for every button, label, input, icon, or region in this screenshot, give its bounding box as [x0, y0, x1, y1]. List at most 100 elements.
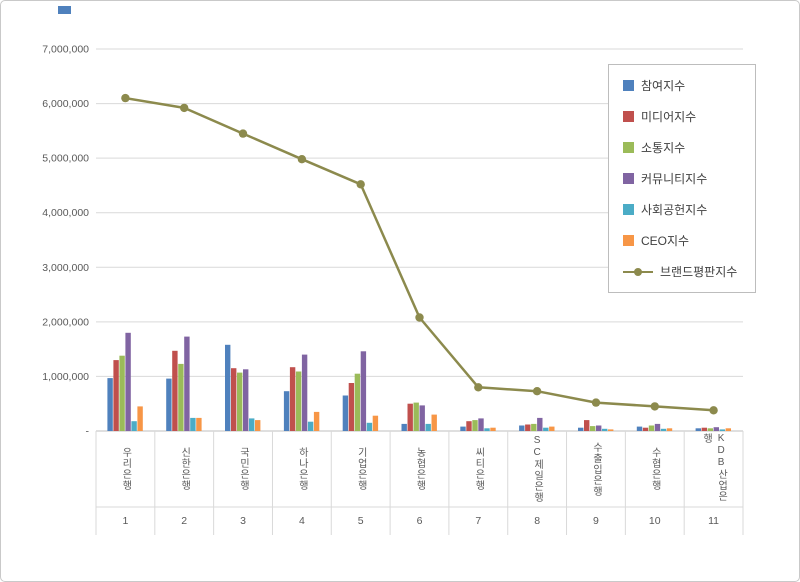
bar-참여지수-7: [460, 426, 466, 431]
bar-CEO지수-7: [490, 427, 496, 431]
y-axis-label: 1,000,000: [42, 371, 89, 383]
legend-label: CEO지수: [641, 234, 690, 248]
bar-사회공헌지수-3: [249, 418, 255, 431]
bar-사회공헌지수-1: [131, 421, 137, 431]
x-axis-label: 하나은행: [296, 447, 308, 491]
bar-CEO지수-11: [725, 428, 731, 431]
bar-소통지수-2: [178, 363, 184, 431]
legend-line-marker-icon: [623, 266, 653, 277]
bar-커뮤니티지수-5: [360, 351, 367, 431]
bar-사회공헌지수-2: [190, 417, 196, 431]
bar-미디어지수-7: [466, 421, 472, 431]
x-axis-number: 4: [298, 515, 305, 527]
bar-소통지수-3: [237, 372, 243, 431]
bar-CEO지수-4: [313, 411, 320, 431]
legend-label: 브랜드평판지수: [660, 265, 738, 279]
legend-swatch-icon: [623, 111, 634, 122]
y-axis-label: 3,000,000: [42, 262, 89, 274]
bar-미디어지수-8: [525, 424, 531, 431]
x-axis-label: 기업은행: [355, 447, 367, 491]
bar-미디어지수-11: [701, 427, 707, 431]
x-axis-number: 5: [357, 515, 364, 527]
x-axis-number: 2: [181, 515, 188, 527]
x-axis-label: 수출입은행: [590, 441, 602, 497]
bar-사회공헌지수-7: [484, 428, 490, 431]
bar-참여지수-11: [695, 428, 701, 431]
line-marker-5: [356, 180, 365, 189]
bar-소통지수-7: [472, 420, 478, 431]
bar-참여지수-2: [166, 378, 172, 431]
bar-사회공헌지수-6: [425, 423, 431, 431]
legend-swatch-icon: [623, 173, 634, 184]
bar-CEO지수-5: [372, 415, 379, 431]
bar-CEO지수-9: [608, 429, 614, 431]
bar-소통지수-9: [590, 426, 596, 431]
bar-커뮤니티지수-7: [478, 418, 484, 431]
bar-CEO지수-6: [431, 414, 437, 431]
bar-커뮤니티지수-2: [184, 336, 190, 431]
line-marker-8: [532, 387, 542, 396]
x-axis-label: 농협은행: [414, 447, 425, 491]
bar-사회공헌지수-5: [366, 422, 373, 431]
line-marker-3: [238, 129, 248, 138]
bar-참여지수-1: [107, 378, 113, 431]
bar-커뮤니티지수-6: [419, 405, 425, 431]
bar-참여지수-6: [401, 423, 407, 431]
legend-label: 소통지수: [641, 141, 686, 155]
x-axis-number: 8: [534, 515, 541, 527]
y-axis-label: 7,000,000: [42, 44, 89, 56]
legend-item: 미디어지수: [623, 101, 755, 132]
bar-CEO지수-10: [666, 428, 673, 431]
legend-label: 사회공헌지수: [641, 203, 708, 217]
x-axis-number: 9: [593, 515, 599, 527]
bar-CEO지수-3: [255, 420, 261, 431]
legend-item-line: 브랜드평판지수: [623, 256, 755, 287]
bar-소통지수-10: [648, 425, 655, 431]
x-axis-label: 국민은행: [237, 447, 249, 491]
y-axis-label: 2,000,000: [42, 316, 89, 328]
bar-사회공헌지수-9: [602, 428, 608, 431]
bar-미디어지수-1: [113, 360, 119, 431]
bar-소통지수-11: [707, 428, 713, 431]
x-axis-label: 수협은행: [649, 447, 661, 491]
x-axis-number: 6: [416, 515, 423, 527]
bar-커뮤니티지수-8: [537, 417, 543, 431]
y-axis-label: 6,000,000: [42, 98, 89, 110]
bar-소통지수-8: [531, 423, 537, 431]
legend-label: 참여지수: [641, 79, 686, 93]
bar-사회공헌지수-11: [719, 429, 725, 431]
y-axis-label: 4,000,000: [42, 207, 89, 219]
bar-미디어지수-9: [584, 420, 590, 431]
y-axis-label: -: [86, 426, 90, 438]
x-axis-number: 11: [708, 515, 720, 527]
x-axis-label: SC제일은행: [531, 435, 543, 503]
bar-참여지수-8: [519, 425, 525, 431]
x-axis-label: KDB산업은행: [700, 433, 727, 502]
bar-미디어지수-10: [642, 427, 649, 431]
bar-미디어지수-3: [231, 368, 237, 431]
legend-swatch-icon: [623, 204, 634, 215]
bar-참여지수-10: [636, 426, 643, 431]
legend-item: CEO지수: [623, 225, 755, 256]
x-axis-number: 7: [475, 515, 482, 527]
x-axis-number: 1: [122, 515, 129, 527]
legend-item: 사회공헌지수: [623, 194, 755, 225]
bar-커뮤니티지수-3: [243, 369, 249, 431]
bar-커뮤니티지수-11: [713, 427, 719, 431]
legend-swatch-icon: [623, 235, 634, 246]
legend-label: 커뮤니티지수: [641, 172, 708, 186]
bar-CEO지수-2: [196, 417, 202, 431]
legend-swatch-icon: [623, 80, 634, 91]
bar-사회공헌지수-8: [543, 427, 549, 431]
bar-사회공헌지수-10: [660, 428, 667, 431]
bar-참여지수-5: [342, 395, 349, 431]
line-marker-9: [591, 398, 601, 407]
bar-소통지수-5: [354, 373, 361, 431]
bar-커뮤니티지수-10: [654, 423, 661, 431]
line-marker-6: [415, 313, 424, 322]
bar-소통지수-1: [119, 355, 125, 431]
bar-소통지수-4: [295, 371, 302, 431]
y-axis-label: 5,000,000: [42, 153, 89, 165]
